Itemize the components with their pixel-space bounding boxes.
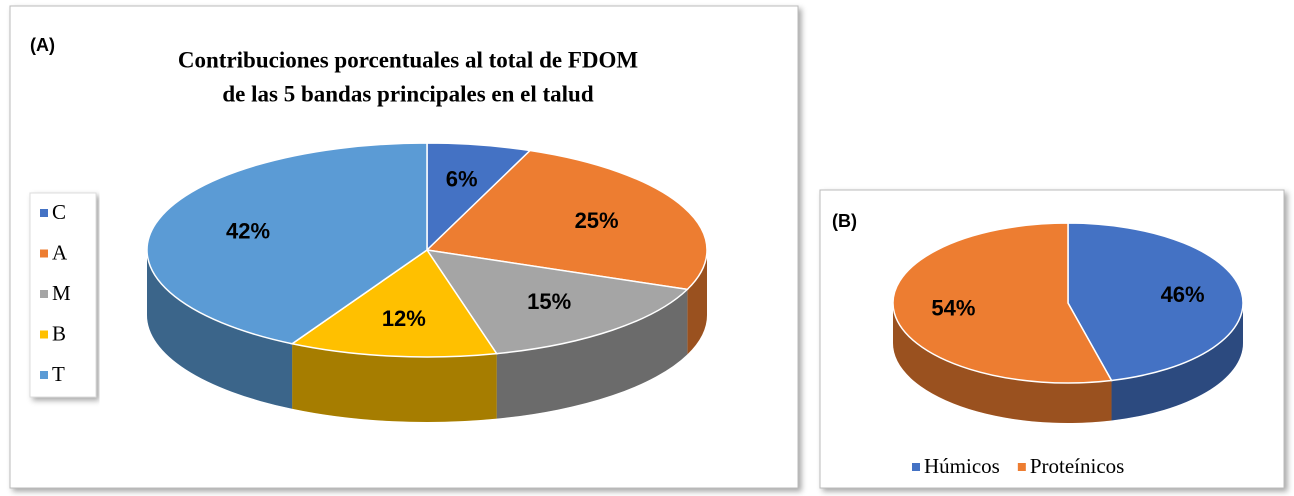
data-label: 42%: [226, 218, 270, 243]
slice: [146, 142, 428, 345]
legend-label: A: [52, 240, 68, 264]
slice-side: [1111, 303, 1243, 421]
legend-label: M: [52, 281, 71, 305]
data-label: 6%: [446, 166, 478, 191]
slice-side-shade: [147, 250, 293, 409]
legend-swatch: [40, 209, 48, 217]
slice-side: [147, 250, 293, 409]
legend-swatch: [40, 330, 48, 339]
legend-swatch: [40, 371, 48, 379]
legend-label: Proteínicos: [1030, 454, 1125, 478]
legend-swatch: [40, 290, 48, 298]
data-label: 54%: [931, 295, 975, 320]
data-label: 25%: [575, 208, 619, 233]
slice: [892, 222, 1113, 384]
legend-swatch: [1017, 463, 1026, 471]
data-label: 15%: [527, 289, 571, 314]
slice-side-shade: [687, 250, 707, 355]
panel-label: (B): [832, 211, 857, 231]
slice-side-shade: [496, 289, 688, 419]
legend-swatch: [912, 463, 920, 471]
chart-title: Contribuciones porcentuales al total de …: [178, 47, 638, 72]
legend-swatch: [40, 249, 48, 258]
data-label: 12%: [382, 306, 426, 331]
slice-side: [496, 289, 688, 419]
slice-side: [687, 250, 707, 355]
chart-title: de las 5 bandas principales en el talud: [222, 81, 593, 106]
slice: [425, 149, 708, 291]
slice: [290, 248, 498, 358]
panel-label: (A): [30, 35, 55, 55]
slice: [1067, 222, 1244, 382]
slice-side-shade: [292, 343, 497, 422]
slice-side-shade: [893, 303, 1112, 423]
legend-label: B: [52, 321, 66, 345]
slice-side: [893, 303, 1112, 423]
slice: [425, 249, 689, 355]
slice-side: [292, 343, 497, 422]
legend-label: Húmicos: [924, 454, 1000, 478]
data-label: 46%: [1161, 282, 1205, 307]
slice-side-shade: [1111, 303, 1243, 421]
legend-label: C: [52, 200, 66, 224]
legend-label: T: [52, 362, 65, 386]
